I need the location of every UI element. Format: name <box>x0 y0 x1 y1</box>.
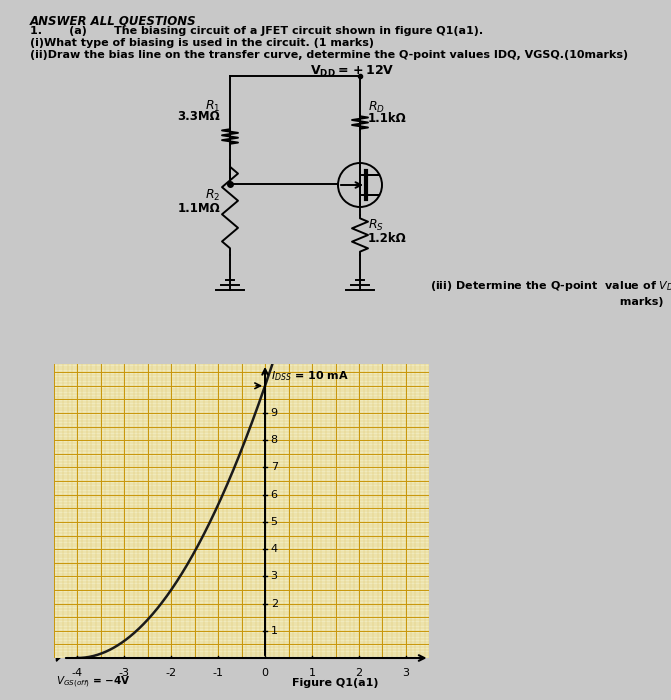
Text: $V_{GS(off)}$ = −4V: $V_{GS(off)}$ = −4V <box>56 674 131 690</box>
Text: $R_D$: $R_D$ <box>368 99 385 115</box>
Text: 6: 6 <box>270 490 278 500</box>
Text: 0: 0 <box>262 668 268 678</box>
Text: -1: -1 <box>213 668 223 678</box>
Text: (i)What type of biasing is used in the circuit. (1 marks): (i)What type of biasing is used in the c… <box>30 38 374 48</box>
Text: ANSWER ALL QUESTIONS: ANSWER ALL QUESTIONS <box>30 14 197 27</box>
Text: 1.1kΩ: 1.1kΩ <box>368 113 407 125</box>
Text: 1.1MΩ: 1.1MΩ <box>177 202 220 214</box>
Text: (iii) Determine the Q-point  value of $V_{DSQ}$. (3
                            : (iii) Determine the Q-point value of $V_… <box>430 280 671 307</box>
Text: (ii)Draw the bias line on the transfer curve, determine the Q-point values IDQ, : (ii)Draw the bias line on the transfer c… <box>30 50 628 60</box>
Text: 3: 3 <box>403 668 409 678</box>
Text: Figure Q1(a1): Figure Q1(a1) <box>292 678 378 688</box>
Text: $R_2$: $R_2$ <box>205 188 220 202</box>
Text: -2: -2 <box>166 668 176 678</box>
Text: 1: 1 <box>309 668 315 678</box>
Text: $I_{DSS}$ = 10 mA: $I_{DSS}$ = 10 mA <box>270 370 349 383</box>
Text: 3.3MΩ: 3.3MΩ <box>177 111 220 123</box>
Text: 1.2kΩ: 1.2kΩ <box>368 232 407 244</box>
Text: 7: 7 <box>270 463 278 473</box>
Text: 9: 9 <box>270 408 278 418</box>
Text: 1: 1 <box>270 626 278 636</box>
Text: 2: 2 <box>270 598 278 608</box>
Text: 4: 4 <box>270 544 278 554</box>
Text: $\mathbf{V_{DD}}$$\mathbf{ = +12V}$: $\mathbf{V_{DD}}$$\mathbf{ = +12V}$ <box>310 64 395 79</box>
Text: 1.       (a)       The biasing circuit of a JFET circuit shown in figure Q1(a1).: 1. (a) The biasing circuit of a JFET cir… <box>30 26 483 36</box>
Text: 8: 8 <box>270 435 278 445</box>
Text: -3: -3 <box>119 668 130 678</box>
Text: 3: 3 <box>270 571 278 581</box>
Text: $R_1$: $R_1$ <box>205 99 220 113</box>
Text: -4: -4 <box>72 668 83 678</box>
Text: $R_S$: $R_S$ <box>368 218 384 232</box>
Text: 5: 5 <box>270 517 278 527</box>
Text: 2: 2 <box>356 668 362 678</box>
